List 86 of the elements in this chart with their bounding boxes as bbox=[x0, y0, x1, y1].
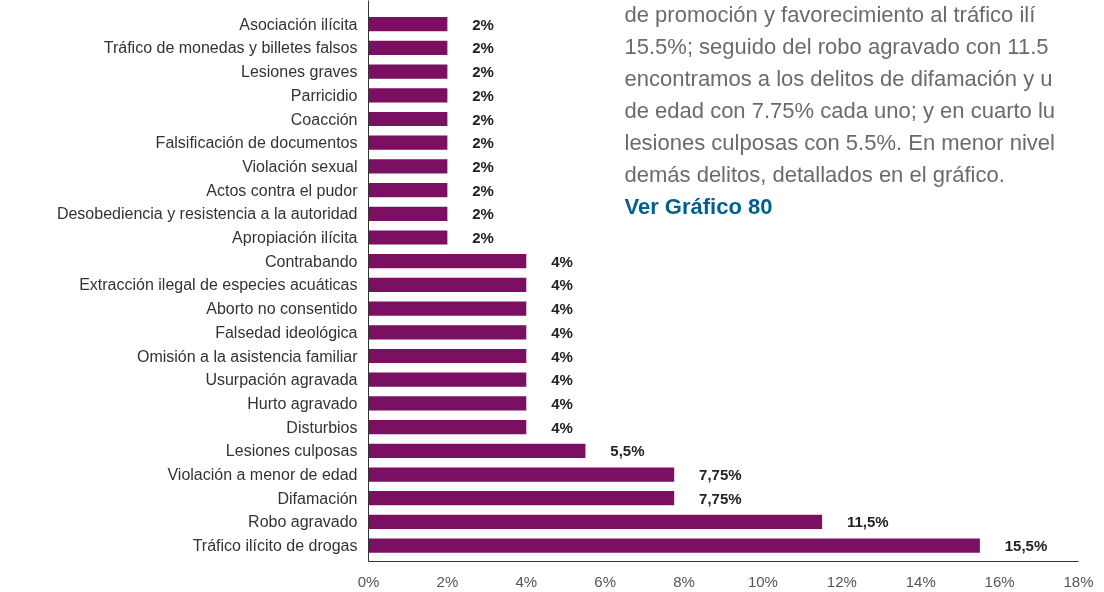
bar bbox=[368, 491, 675, 506]
bar bbox=[368, 40, 448, 56]
data-label: 4% bbox=[551, 371, 573, 389]
data-label: 4% bbox=[551, 347, 573, 365]
y-tick-label: Actos contra el pudor bbox=[206, 181, 359, 199]
y-tick-label: Robo agravado bbox=[248, 513, 358, 531]
y-tick-label: Desobediencia y resistencia a la autoridad bbox=[56, 205, 358, 223]
y-tick-label: Extracción ilegal de especies acuáticas bbox=[79, 276, 358, 294]
data-label: 2% bbox=[472, 39, 494, 57]
y-tick-label: Contrabando bbox=[264, 252, 358, 270]
y-tick-label: Omisión a la asistencia familiar bbox=[136, 347, 359, 365]
y-tick-label: Apropiación ilícita bbox=[232, 229, 358, 247]
bar bbox=[368, 230, 448, 245]
bar bbox=[368, 443, 586, 458]
y-tick-label: Violación sexual bbox=[242, 157, 358, 175]
bar bbox=[368, 325, 527, 340]
y-tick-label: Falsificación de documentos bbox=[155, 134, 358, 152]
data-label: 5,5% bbox=[610, 442, 645, 460]
y-tick-label: Usurpación agravada bbox=[205, 371, 358, 389]
data-label: 2% bbox=[472, 110, 494, 128]
x-tick-label: 6% bbox=[594, 572, 617, 590]
bar bbox=[368, 159, 448, 174]
y-tick-label: Disturbios bbox=[286, 418, 358, 436]
y-tick-label: Hurto agravado bbox=[247, 394, 358, 412]
annotation: encontramos a los delitos de difamación y u bbox=[624, 66, 1053, 91]
data-label: 2% bbox=[472, 134, 494, 152]
x-tick-label: 10% bbox=[747, 572, 778, 590]
y-tick-label: Lesiones culposas bbox=[225, 442, 358, 460]
data-label: 4% bbox=[551, 252, 573, 270]
data-label: 4% bbox=[551, 418, 573, 436]
x-tick-label: 14% bbox=[905, 572, 936, 590]
bar bbox=[368, 467, 675, 482]
bar bbox=[368, 277, 527, 293]
data-label: 2% bbox=[472, 181, 494, 199]
bar bbox=[368, 514, 823, 530]
bar bbox=[368, 420, 527, 435]
data-label: 4% bbox=[551, 323, 573, 341]
bar bbox=[368, 372, 527, 387]
y-tick-label: Difamación bbox=[277, 489, 358, 507]
data-label: 11,5% bbox=[846, 513, 889, 531]
annotation: 15.5%; seguido del robo agravado con 11.5 bbox=[624, 34, 1049, 59]
data-label: 2% bbox=[472, 205, 494, 223]
data-label: 2% bbox=[472, 229, 494, 247]
data-label: 7,75% bbox=[699, 489, 742, 507]
bar bbox=[368, 396, 527, 411]
bar bbox=[368, 348, 527, 364]
annotation: Ver Gráfico 80 bbox=[624, 194, 773, 219]
x-tick-label: 16% bbox=[984, 572, 1015, 590]
bar bbox=[368, 301, 527, 316]
y-tick-label: Parricidio bbox=[290, 86, 358, 104]
bar bbox=[368, 183, 448, 198]
y-tick-label: Lesiones graves bbox=[240, 63, 358, 81]
y-tick-label: Tráfico de monedas y billetes falsos bbox=[103, 39, 358, 57]
y-tick-label: Aborto no consentido bbox=[206, 300, 358, 318]
bar bbox=[368, 254, 527, 269]
annotation: de edad con 7.75% cada uno; y en cuarto lu bbox=[624, 98, 1056, 123]
bar bbox=[368, 206, 448, 221]
y-tick-label: Asociación ilícita bbox=[239, 15, 358, 33]
data-label: 4% bbox=[551, 300, 573, 318]
data-label: 2% bbox=[472, 86, 494, 104]
bar bbox=[368, 17, 448, 32]
data-label: 4% bbox=[551, 276, 573, 294]
bar bbox=[368, 111, 448, 127]
y-tick-label: Falsedad ideológica bbox=[215, 323, 358, 341]
data-label: 15,5% bbox=[1004, 537, 1048, 555]
data-label: 2% bbox=[472, 15, 494, 33]
x-tick-label: 0% bbox=[357, 572, 380, 590]
bar bbox=[368, 88, 448, 103]
bar bbox=[368, 135, 448, 150]
x-tick-label: 4% bbox=[515, 572, 538, 590]
x-tick-label: 8% bbox=[673, 572, 695, 590]
bar bbox=[368, 64, 448, 79]
annotation: de promoción y favorecimiento al tráfico ilí bbox=[624, 2, 1036, 27]
x-tick-label: 2% bbox=[436, 572, 459, 590]
x-tick-label: 12% bbox=[826, 572, 857, 590]
data-label: 7,75% bbox=[699, 466, 742, 484]
y-tick-label: Tráfico ilícito de drogas bbox=[192, 537, 358, 555]
x-tick-label: 18% bbox=[1063, 572, 1094, 590]
annotation: demás delitos, detallados en el gráfico. bbox=[624, 162, 1005, 187]
data-label: 2% bbox=[472, 157, 494, 175]
bar bbox=[368, 538, 980, 553]
y-tick-label: Violación a menor de edad bbox=[167, 466, 358, 484]
y-tick-label: Coacción bbox=[290, 110, 358, 128]
data-label: 2% bbox=[472, 63, 494, 81]
data-label: 4% bbox=[551, 394, 573, 412]
annotation: lesiones culposas con 5.5%. En menor nivel bbox=[624, 130, 1055, 155]
